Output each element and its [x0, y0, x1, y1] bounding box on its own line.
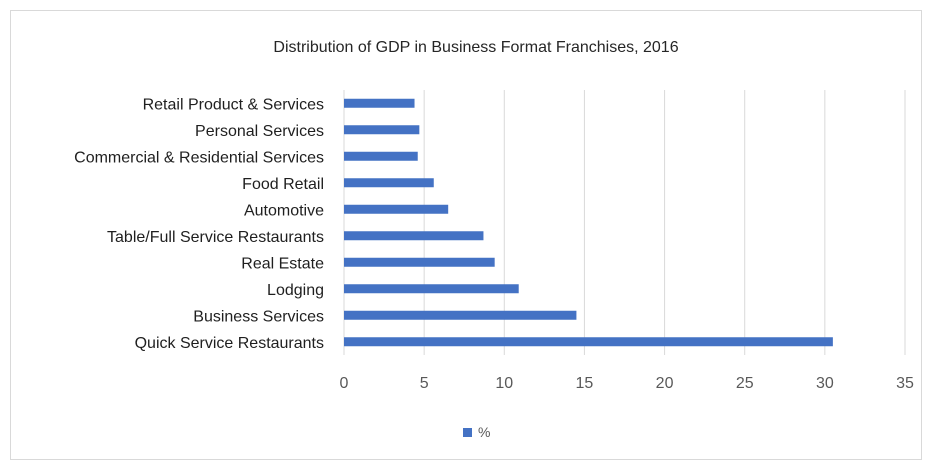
bar [344, 284, 519, 294]
x-tick-label: 25 [736, 375, 754, 392]
legend: % [463, 424, 490, 440]
category-label: Table/Full Service Restaurants [107, 229, 324, 246]
category-label: Lodging [267, 282, 324, 299]
category-label: Automotive [244, 202, 324, 219]
x-tick-label: 10 [495, 375, 513, 392]
x-tick-label: 5 [420, 375, 429, 392]
x-tick-label: 0 [340, 375, 349, 392]
bars [344, 98, 833, 347]
bar [344, 310, 577, 320]
bar [344, 125, 420, 135]
category-labels: Quick Service Restaurants Business Servic… [74, 96, 324, 352]
legend-swatch [463, 428, 472, 437]
category-label: Quick Service Restaurants [135, 335, 324, 352]
bar [344, 178, 434, 188]
bar [344, 98, 415, 108]
x-tick-label: 20 [656, 375, 674, 392]
legend-label: % [478, 424, 490, 440]
x-tick-label: 30 [816, 375, 834, 392]
category-label: Retail Product & Services [143, 96, 324, 113]
x-tick-label: 15 [576, 375, 594, 392]
category-label: Real Estate [241, 255, 324, 272]
chart-title: Distribution of GDP in Business Format F… [273, 39, 678, 56]
category-label: Commercial & Residential Services [74, 149, 324, 166]
bar [344, 151, 418, 161]
x-tick-label: 35 [896, 375, 914, 392]
category-label: Business Services [193, 308, 324, 325]
bar [344, 257, 495, 267]
bar [344, 337, 833, 347]
x-axis-tick-labels: 0 5 10 15 20 25 30 35 [340, 375, 914, 392]
category-label: Personal Services [195, 123, 324, 140]
category-label: Food Retail [242, 176, 324, 193]
bar [344, 204, 449, 214]
bar [344, 231, 484, 241]
